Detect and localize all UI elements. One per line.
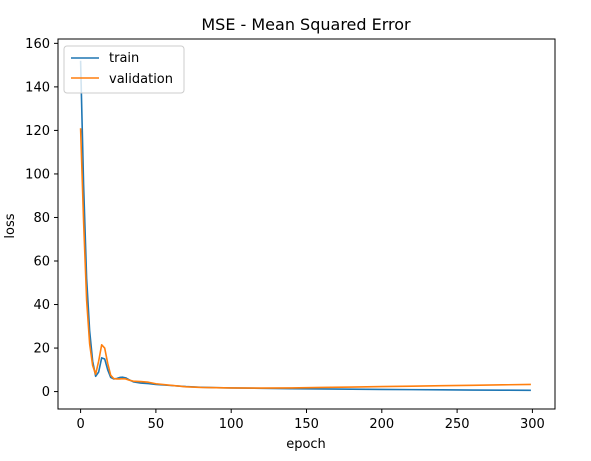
y-tick-label: 160: [25, 37, 50, 52]
x-tick-label: 300: [520, 417, 545, 432]
legend-label-validation: validation: [109, 72, 173, 87]
x-tick-label: 150: [294, 417, 319, 432]
x-axis-label: epoch: [286, 437, 326, 452]
y-tick-label: 140: [25, 80, 50, 95]
y-tick-label: 0: [42, 385, 50, 400]
series-line-validation: [79, 128, 531, 389]
y-tick-label: 80: [33, 211, 50, 226]
plot-frame: [57, 38, 556, 410]
y-tick-label: 120: [25, 124, 50, 139]
series-line-train: [79, 60, 531, 392]
x-axis-ticks: 0 50 100 150 200 250 300: [76, 409, 545, 432]
x-tick-label: 0: [76, 417, 84, 432]
y-axis-ticks: 0 20 40 60 80 100 120 140 160: [25, 37, 58, 400]
y-tick-label: 40: [33, 298, 50, 313]
y-axis-label: loss: [3, 213, 18, 238]
plot-lines: [79, 60, 531, 392]
x-tick-label: 50: [148, 417, 165, 432]
y-tick-label: 20: [33, 342, 50, 357]
legend-label-train: train: [109, 51, 139, 66]
x-tick-label: 100: [219, 417, 244, 432]
y-tick-label: 60: [33, 255, 50, 270]
legend: train validation: [63, 45, 185, 94]
chart-title: MSE - Mean Squared Error: [201, 15, 411, 34]
x-tick-label: 250: [445, 417, 470, 432]
y-tick-label: 100: [25, 167, 50, 182]
x-tick-label: 200: [369, 417, 394, 432]
